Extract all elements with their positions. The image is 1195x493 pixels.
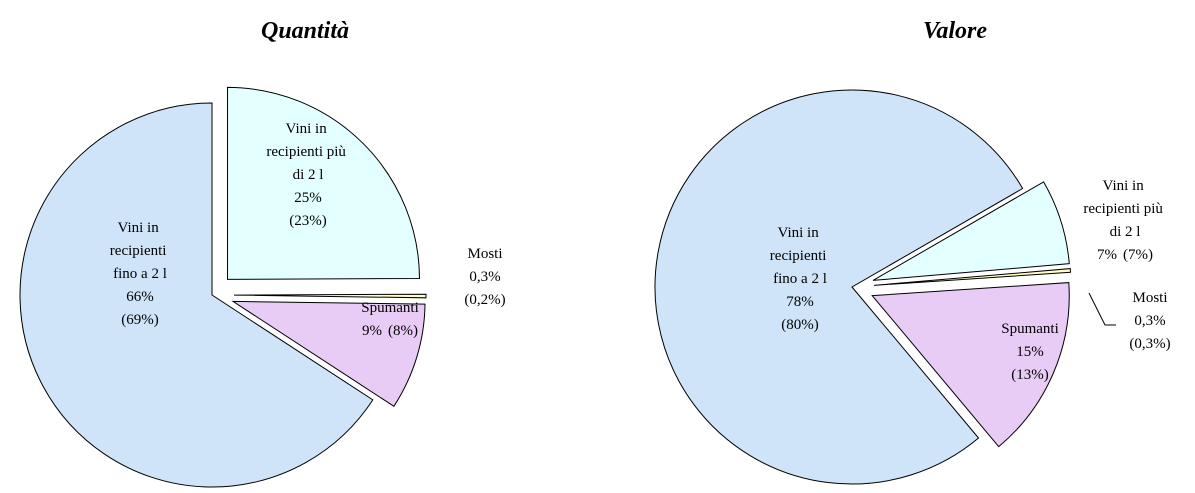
pie-slice (231, 300, 426, 407)
prior-value-label: (69%) (121, 312, 159, 328)
slice-label: Spumanti (1001, 321, 1059, 337)
chart-title: Valore (923, 18, 987, 44)
slice-label: Vini in recipienti fino a 2 l (770, 225, 830, 287)
prior-value-label: (80%) (781, 317, 819, 333)
slice-label: Spumanti (361, 300, 419, 316)
slice-label: Vini in recipienti più di 2 l (266, 121, 349, 183)
value-label: 78% (786, 294, 814, 310)
prior-value-label: (13%) (1011, 367, 1049, 383)
prior-value-label: (0,3%) (1129, 336, 1170, 352)
value-label: 15% (1016, 344, 1044, 360)
value-label: 7% (1097, 247, 1117, 263)
value-labels: 9% (8%) (362, 323, 418, 339)
prior-value-label: (8%) (388, 323, 418, 339)
pie-slice (233, 293, 427, 299)
pie-slice (873, 268, 1072, 286)
slice-label: Mosti (467, 246, 502, 262)
pie-slice (654, 89, 1024, 485)
prior-value-label: (0,2%) (464, 292, 505, 308)
pie-slice (872, 181, 1070, 281)
value-label: 0,3% (469, 269, 500, 285)
leader-line (1088, 292, 1116, 326)
value-label: 25% (294, 190, 322, 206)
value-label: 0,3% (1134, 313, 1165, 329)
chart-title: Quantità (261, 18, 349, 44)
slice-label: Vini in recipienti fino a 2 l (110, 220, 170, 282)
pie-slice (871, 282, 1070, 448)
pie-slice (19, 102, 374, 488)
prior-value-label: (23%) (289, 213, 327, 229)
slice-label: Vini in recipienti più di 2 l (1083, 178, 1166, 240)
value-label: 9% (362, 323, 382, 339)
slice-label: Mosti (1132, 290, 1167, 306)
value-label: 66% (126, 289, 154, 305)
value-labels: 7% (7%) (1097, 247, 1153, 263)
prior-value-label: (7%) (1123, 247, 1153, 263)
pie-slice (227, 86, 421, 280)
